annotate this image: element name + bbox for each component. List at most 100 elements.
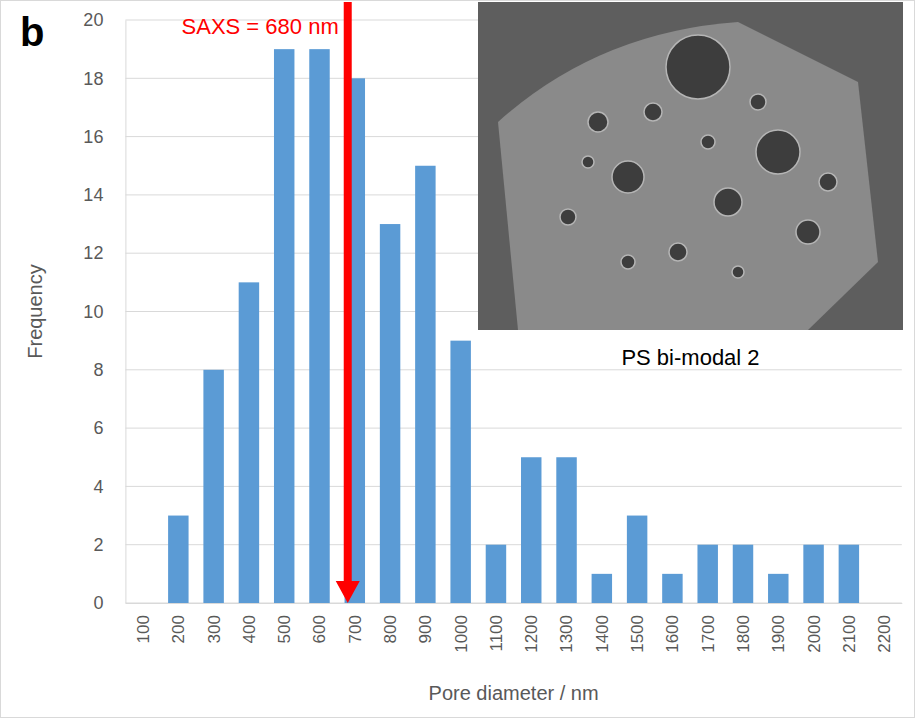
x-tick-label: 300 (205, 615, 224, 643)
x-axis-line (126, 603, 902, 604)
x-tick-label: 500 (275, 615, 294, 643)
x-tick-label: 1100 (487, 615, 506, 652)
x-tick-label: 100 (134, 615, 153, 643)
x-tick: 500 (275, 603, 294, 643)
bar (380, 224, 400, 603)
y-axis: 0 2 4 6 8 10 12 14 16 18 20 (83, 10, 126, 613)
y-tick-label: 14 (83, 185, 103, 205)
inset-image (478, 2, 903, 330)
x-tick: 1000 (452, 603, 471, 653)
x-tick: 1200 (522, 603, 541, 653)
x-tick: 1400 (593, 603, 612, 653)
inset-pore (732, 266, 744, 278)
bar (415, 166, 435, 603)
x-tick: 700 (346, 603, 365, 643)
x-tick: 200 (169, 603, 188, 643)
inset-pore (714, 188, 742, 216)
x-tick-label: 400 (240, 615, 259, 643)
x-tick: 800 (381, 603, 400, 643)
inset-pore (621, 255, 635, 269)
x-tick: 1500 (628, 603, 647, 653)
x-axis-title: Pore diameter / nm (429, 682, 599, 704)
x-tick: 300 (205, 603, 224, 643)
x-tick-label: 1200 (522, 615, 541, 653)
bar (733, 545, 753, 603)
panel-label: b (20, 10, 44, 54)
inset-pore (644, 103, 662, 121)
y-tick-label: 6 (93, 418, 103, 438)
inset-pore (796, 220, 820, 244)
x-tick-label: 900 (416, 615, 435, 643)
inset-pore (582, 156, 594, 168)
y-tick: 12 (83, 243, 125, 263)
x-tick-label: 2000 (805, 615, 824, 653)
y-tick: 6 (93, 418, 125, 438)
x-tick-label: 2100 (840, 615, 859, 653)
inset-pore (612, 161, 644, 193)
x-tick: 1800 (734, 603, 753, 653)
bar (309, 49, 329, 603)
annotation-arrow (336, 2, 360, 603)
x-tick-label: 1700 (699, 615, 718, 653)
bar (450, 341, 470, 603)
x-tick: 2200 (875, 603, 894, 653)
x-tick: 600 (310, 603, 329, 643)
bar (203, 370, 223, 603)
x-tick: 900 (416, 603, 435, 643)
inset-pore (756, 130, 800, 174)
y-tick: 18 (83, 69, 125, 89)
y-tick: 14 (83, 185, 125, 205)
bar (556, 457, 576, 603)
bar (697, 545, 717, 603)
x-tick-label: 1600 (663, 615, 682, 653)
y-axis-line (125, 21, 126, 604)
y-tick-label: 20 (83, 10, 103, 30)
inset-pore (819, 173, 837, 191)
inset-pore (666, 35, 730, 99)
bar (133, 603, 153, 604)
y-tick-label: 4 (93, 477, 103, 497)
bar (627, 516, 647, 603)
bar (662, 574, 682, 603)
y-tick-label: 18 (83, 69, 103, 89)
x-tick-label: 700 (346, 615, 365, 643)
bar (168, 516, 188, 603)
x-tick: 2000 (805, 603, 824, 653)
inset-pore (560, 209, 576, 225)
bar (874, 603, 894, 604)
x-tick-label: 1000 (452, 615, 471, 653)
inset-particle (498, 22, 878, 330)
x-tick-label: 1800 (734, 615, 753, 653)
inset-pore (588, 112, 608, 132)
inset-pore (669, 243, 687, 261)
x-tick: 1700 (699, 603, 718, 653)
annotation-text: SAXS = 680 nm (182, 14, 339, 39)
bar (521, 457, 541, 603)
y-tick-label: 8 (93, 360, 103, 380)
x-tick-label: 1300 (557, 615, 576, 653)
y-tick: 0 (93, 593, 125, 613)
y-tick: 16 (83, 127, 125, 147)
x-tick: 1300 (557, 603, 576, 653)
bar (803, 545, 823, 603)
inset-pore (750, 94, 766, 110)
x-tick-label: 200 (169, 615, 188, 643)
chart: 0 2 4 6 8 10 12 14 16 18 20 100 200 300 400 500 600 700 80… (0, 0, 915, 718)
x-tick: 400 (240, 603, 259, 643)
x-tick-label: 1900 (769, 615, 788, 653)
y-tick-label: 16 (83, 127, 103, 147)
bar (239, 282, 259, 603)
y-tick: 8 (93, 360, 125, 380)
x-tick: 1100 (487, 603, 506, 652)
x-tick: 2100 (840, 603, 859, 653)
x-tick: 1900 (769, 603, 788, 653)
x-tick-label: 600 (310, 615, 329, 643)
inset-background (478, 2, 903, 330)
y-tick-label: 10 (83, 302, 103, 322)
bar (486, 545, 506, 603)
y-tick: 2 (93, 535, 125, 555)
x-tick-label: 800 (381, 615, 400, 643)
figure-frame (1, 1, 915, 718)
x-axis: 100 200 300 400 500 600 700 800 900 1000 1100 1200 1… (126, 603, 902, 653)
bar (768, 574, 788, 603)
